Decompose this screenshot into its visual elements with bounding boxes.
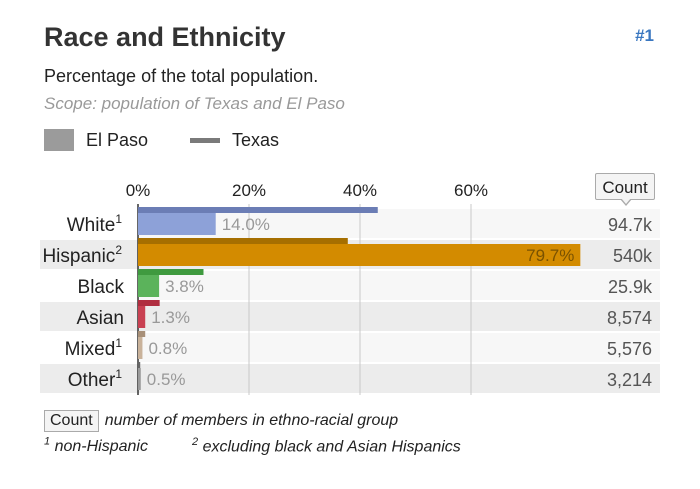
count-value: 540k bbox=[613, 246, 653, 266]
row-count-background bbox=[580, 302, 660, 331]
bar-texas bbox=[138, 362, 141, 368]
row-background bbox=[138, 271, 660, 300]
row-count-background bbox=[580, 364, 660, 393]
count-value: 25.9k bbox=[608, 277, 653, 297]
count-toggle-button[interactable]: Count bbox=[595, 173, 655, 206]
data-label: 79.7% bbox=[526, 246, 574, 265]
row-background bbox=[138, 364, 660, 393]
legend-label-el-paso: El Paso bbox=[86, 130, 149, 150]
chart-subtitle: Percentage of the total population. bbox=[44, 66, 319, 86]
category-label: Black bbox=[78, 277, 125, 298]
category-label: Hispanic2 bbox=[42, 243, 122, 267]
footnote-1: 1 non-Hispanic bbox=[44, 436, 148, 456]
count-description: number of members in ethno-racial group bbox=[104, 412, 399, 429]
data-label: 0.8% bbox=[148, 339, 187, 358]
row-background bbox=[138, 302, 660, 331]
count-chip: Count bbox=[44, 410, 99, 432]
bar-el-paso bbox=[138, 213, 216, 235]
row-background bbox=[138, 209, 660, 238]
row-count-background bbox=[580, 333, 660, 362]
row-label-background bbox=[40, 240, 138, 269]
data-label: 14.0% bbox=[222, 215, 270, 234]
row-count-background bbox=[580, 240, 660, 269]
category-label: Mixed1 bbox=[65, 336, 123, 360]
row-label-background bbox=[40, 333, 138, 362]
legend-label-texas: Texas bbox=[232, 130, 280, 150]
bar-el-paso bbox=[138, 275, 160, 297]
row-label-background bbox=[40, 364, 138, 393]
bar-el-paso bbox=[138, 244, 581, 266]
category-label: Asian bbox=[76, 308, 124, 329]
rank-link[interactable]: #1 bbox=[635, 26, 654, 45]
bar-texas bbox=[138, 331, 146, 337]
scope-note: Scope: population of Texas and El Paso bbox=[44, 94, 345, 113]
footnote-count: Count number of members in ethno-racial g… bbox=[44, 410, 398, 432]
row-background bbox=[138, 333, 660, 362]
chart-title: Race and Ethnicity bbox=[44, 22, 286, 52]
bar-texas bbox=[138, 269, 204, 275]
bar-texas bbox=[138, 300, 160, 306]
bar-el-paso bbox=[138, 368, 141, 390]
bar-el-paso bbox=[138, 306, 146, 328]
row-label-background bbox=[40, 302, 138, 331]
legend-swatch-texas bbox=[190, 138, 220, 143]
x-tick-label: 40% bbox=[343, 181, 377, 200]
data-label: 3.8% bbox=[165, 277, 204, 296]
data-label: 1.3% bbox=[151, 308, 190, 327]
footnote-2: 2 excluding black and Asian Hispanics bbox=[192, 436, 461, 456]
x-tick-label: 60% bbox=[454, 181, 488, 200]
legend-swatch-el-paso bbox=[44, 129, 74, 151]
bar-texas bbox=[138, 207, 378, 213]
count-value: 5,576 bbox=[607, 339, 652, 359]
row-label-background bbox=[40, 209, 138, 238]
footnotes-superscripts: 1 non-Hispanic 2 excluding black and Asi… bbox=[44, 436, 461, 456]
x-tick-label: 20% bbox=[232, 181, 266, 200]
count-value: 8,574 bbox=[607, 308, 652, 328]
count-value: 3,214 bbox=[607, 370, 652, 390]
bar-el-paso bbox=[138, 337, 143, 359]
row-label-background bbox=[40, 271, 138, 300]
row-count-background bbox=[580, 271, 660, 300]
bar-texas bbox=[138, 238, 348, 244]
row-count-background bbox=[580, 209, 660, 238]
data-label: 0.5% bbox=[147, 370, 186, 389]
category-label: Other1 bbox=[68, 367, 123, 391]
count-value: 94.7k bbox=[608, 215, 653, 235]
category-label: White1 bbox=[67, 212, 123, 236]
x-tick-label: 0% bbox=[126, 181, 151, 200]
